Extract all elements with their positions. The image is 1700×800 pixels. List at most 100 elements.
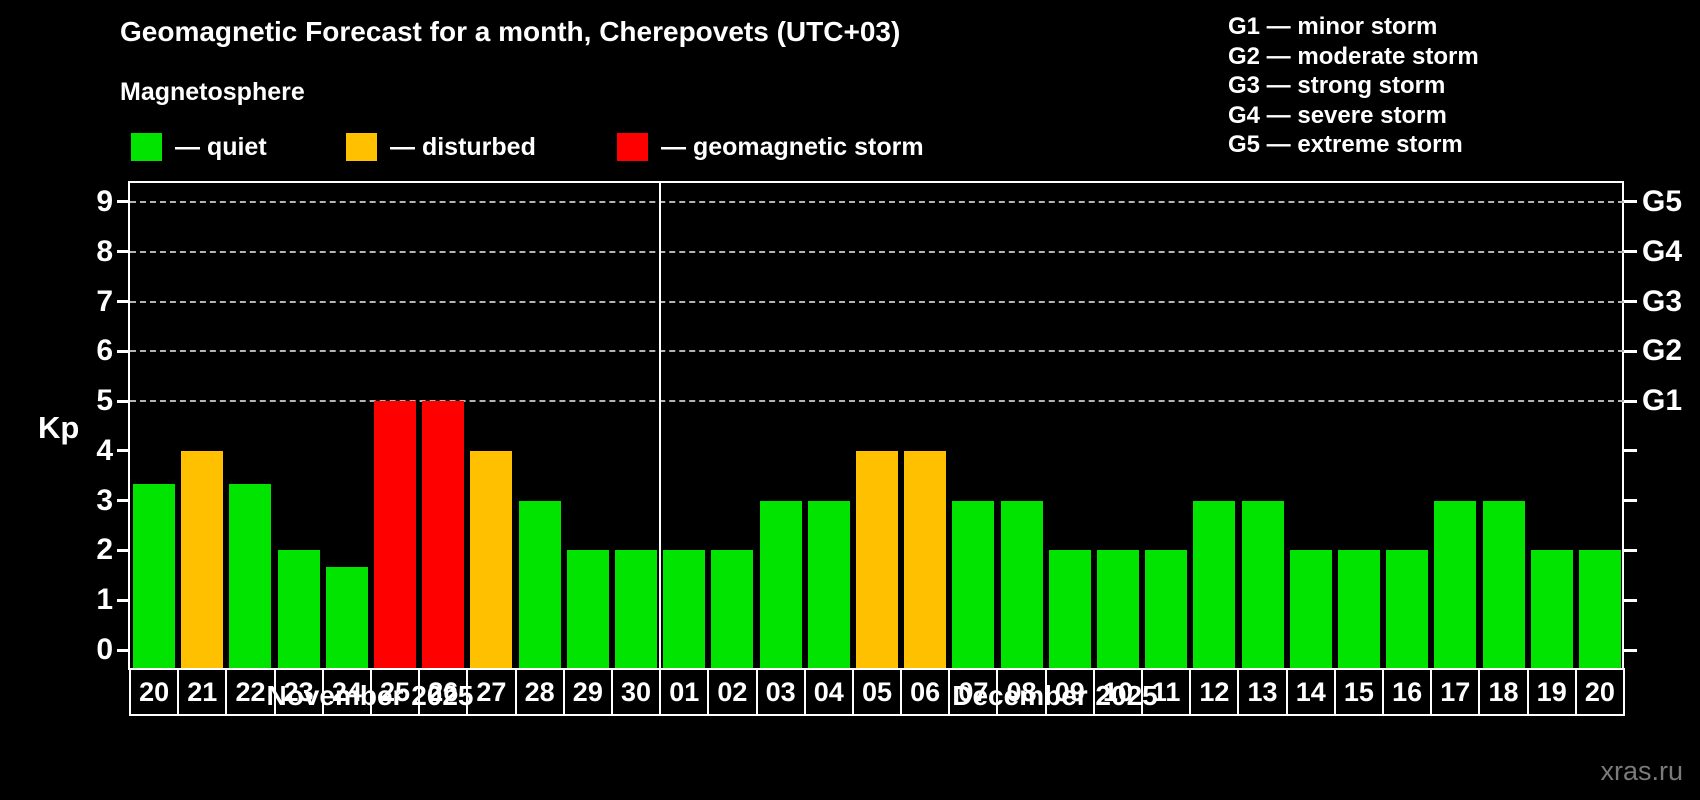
kp-bar: [470, 450, 513, 668]
kp-bar: [711, 550, 754, 668]
date-cell: 17: [1430, 668, 1481, 716]
right-axis-tick: [1624, 598, 1637, 602]
legend-item-disturbed: — disturbed: [346, 132, 536, 162]
kp-bar: [904, 450, 947, 668]
y-axis-tick: [117, 250, 130, 254]
kp-axis-label: Kp: [38, 410, 80, 445]
date-cell: 19: [1526, 668, 1577, 716]
kp-bar: [1000, 500, 1043, 668]
kp-bar: [133, 484, 176, 668]
kp-bar: [1434, 500, 1477, 668]
subtitle-magnetosphere: Magnetosphere: [120, 78, 305, 106]
month-label: December 2025: [952, 680, 1158, 711]
date-cell: 20: [129, 668, 180, 716]
kp-bar: [1578, 550, 1621, 668]
date-cell: 26: [418, 668, 469, 716]
kp-bar: [1530, 550, 1573, 668]
kp-bar: [1337, 550, 1380, 668]
y-axis-tick-label: 3: [96, 483, 113, 517]
kp-bar: [663, 550, 706, 668]
g-axis-label-g1: G1: [1642, 384, 1683, 418]
g-scale-item-g3: G3 — strong storm: [1228, 72, 1446, 99]
date-cell: 13: [1237, 668, 1288, 716]
date-cell: 25: [369, 668, 421, 716]
date-cell: 12: [1189, 668, 1240, 716]
kp-bar: [518, 500, 561, 668]
date-cell: 01: [659, 668, 710, 716]
right-axis-tick: [1624, 300, 1637, 304]
kp-bar: [566, 550, 609, 668]
legend-disturbed-label: — disturbed: [390, 132, 536, 161]
right-axis-tick: [1624, 349, 1637, 353]
date-cell: 16: [1382, 668, 1433, 716]
kp-bar: [1096, 550, 1139, 668]
date-cell: 29: [562, 668, 613, 716]
y-axis-tick: [117, 598, 130, 602]
gridline-kp7: [130, 300, 1624, 303]
y-axis-tick: [117, 648, 130, 652]
g-scale-item-g4: G4 — severe storm: [1228, 101, 1447, 129]
kp-bar: [422, 401, 465, 668]
kp-bar: [1289, 550, 1332, 668]
g-axis-label-g2: G2: [1642, 334, 1683, 368]
date-cell: 24: [321, 668, 372, 716]
kp-bar: [1193, 500, 1236, 668]
y-axis-tick: [117, 300, 130, 304]
right-axis-tick: [1624, 200, 1637, 204]
g-axis-label-g5: G5: [1642, 184, 1683, 218]
date-cell: 15: [1333, 668, 1385, 716]
legend-item-storm: — geomagnetic storm: [617, 132, 924, 162]
right-axis-tick: [1624, 250, 1637, 254]
kp-bar: [181, 450, 224, 668]
kp-bar: [1048, 550, 1091, 668]
y-axis-tick: [117, 399, 130, 403]
date-cell: 23: [273, 668, 324, 716]
y-axis-tick-label: 6: [96, 334, 113, 368]
kp-bar: [856, 450, 898, 668]
gridline-kp6: [130, 350, 1624, 353]
y-axis-tick: [117, 349, 130, 353]
date-cell: 20: [1574, 668, 1625, 716]
y-axis-tick-label: 0: [96, 633, 113, 666]
page-title: Geomagnetic Forecast for a month, Cherep…: [120, 16, 901, 47]
kp-bar: [374, 401, 417, 668]
y-axis-tick-label: 7: [96, 284, 113, 318]
g-axis-label-g4: G4: [1642, 234, 1683, 268]
date-cell: 03: [755, 668, 806, 716]
date-cell: 02: [707, 668, 758, 716]
date-cell: 30: [610, 668, 662, 716]
kp-bar: [229, 484, 272, 668]
y-axis-tick: [117, 548, 130, 552]
date-cell: 21: [177, 668, 228, 716]
y-axis-tick-label: 9: [96, 184, 113, 218]
y-axis-tick-label: 5: [96, 384, 113, 418]
date-cell: 05: [851, 668, 903, 716]
date-cell: 14: [1285, 668, 1336, 716]
quiet-color-swatch: [131, 133, 162, 161]
gridline-kp8: [130, 250, 1624, 253]
date-cell: 06: [900, 668, 951, 716]
kp-bar: [325, 566, 368, 668]
y-axis-tick-label: 2: [96, 533, 113, 567]
y-axis-tick-label: 4: [96, 433, 113, 467]
g-scale-item-g5: G5 — extreme storm: [1228, 131, 1463, 158]
date-cell: 07: [948, 668, 999, 716]
legend-storm-label: — geomagnetic storm: [661, 132, 924, 161]
right-axis-tick: [1624, 648, 1637, 652]
month-divider: [659, 183, 662, 668]
kp-bar: [1482, 500, 1525, 668]
kp-bar: [1241, 500, 1284, 668]
kp-bar: [1145, 550, 1188, 668]
date-cell: 27: [466, 668, 517, 716]
right-axis-tick: [1624, 499, 1637, 503]
g-axis-label-g3: G3: [1642, 284, 1683, 318]
disturbed-color-swatch: [346, 133, 377, 161]
date-cell: 08: [996, 668, 1047, 716]
storm-color-swatch: [617, 133, 648, 161]
right-axis-tick: [1624, 399, 1637, 403]
gridline-kp9: [130, 200, 1624, 203]
watermark: xras.ru: [1600, 756, 1683, 786]
date-cell: 18: [1478, 668, 1529, 716]
y-axis-tick: [117, 200, 130, 204]
